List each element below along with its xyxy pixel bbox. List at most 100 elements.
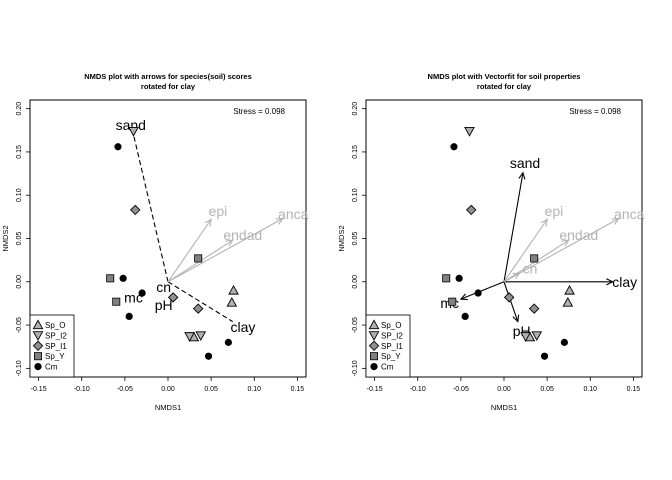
arrow-label-sand: sand — [116, 117, 146, 133]
legend-marker-sp_i2 — [32, 331, 44, 341]
x-axis: -0.15 -0.10 -0.05 0.00 0.05 0.10 0.15 — [367, 377, 640, 393]
y-tick-label: 0.10 — [352, 188, 359, 202]
point-label-cn: cn — [156, 279, 171, 295]
arrow-line — [132, 134, 169, 282]
data-point-sp_o — [228, 284, 239, 295]
data-point-sp_i2 — [464, 127, 475, 137]
y-axis-label: NMDS2 — [337, 225, 346, 251]
y-tick-label: -0.05 — [16, 317, 23, 333]
legend-marker-sp_y — [34, 352, 43, 361]
y-axis: -0.10 -0.05 0.00 0.05 0.10 0.15 0.20 — [16, 102, 30, 376]
data-point-cm — [474, 289, 482, 297]
legend-label: Sp_Y — [381, 352, 401, 361]
arrowhead-icon — [512, 314, 520, 323]
data-point-sp_y — [442, 274, 451, 283]
stress-annotation: Stress = 0.098 — [233, 107, 285, 116]
legend-marker-cm — [34, 362, 42, 371]
legend-marker-sp_y — [369, 352, 378, 361]
arrowhead-icon — [225, 239, 234, 247]
chart-title: NMDS plot with arrows for species(soil) … — [84, 72, 252, 81]
data-point-cm — [125, 312, 133, 321]
legend-label: Sp_O — [45, 321, 65, 330]
data-point-cm — [560, 338, 568, 346]
data-point-sp_i1 — [503, 292, 515, 303]
arrow-line — [460, 281, 505, 300]
x-tick-label: 0.00 — [497, 386, 511, 393]
data-point-sp_y — [194, 254, 203, 263]
data-point-sp_i2 — [520, 332, 531, 342]
y-tick-label: 0.05 — [352, 232, 359, 246]
legend-marker-sp_i1 — [32, 340, 44, 352]
arrow-line — [503, 172, 524, 282]
data-point-cm — [224, 338, 232, 346]
data-point-cm — [540, 352, 549, 360]
y-axis: -0.10 -0.05 0.00 0.05 0.10 0.15 0.20 — [352, 102, 366, 376]
x-tick-label: -0.05 — [117, 386, 133, 393]
data-point-cm — [138, 289, 146, 297]
arrowhead-icon — [275, 217, 284, 225]
legend-label: Cm — [381, 363, 394, 372]
y-tick-label: 0.00 — [352, 275, 359, 289]
data-point-sp_i2 — [531, 331, 543, 341]
y-tick-label: 0.20 — [16, 102, 23, 116]
arrowhead-icon — [611, 217, 620, 225]
legend-marker-sp_i1 — [368, 340, 380, 352]
arrowhead-icon — [540, 218, 548, 227]
y-tick-label: -0.05 — [352, 317, 359, 333]
y-tick-label: -0.10 — [352, 360, 359, 376]
points — [106, 127, 239, 360]
legend-marker-sp_o — [368, 319, 380, 330]
data-point-sp_o — [226, 297, 238, 307]
arrow-label-epi: epi — [545, 203, 564, 219]
data-point-cm — [461, 312, 469, 321]
y-tick-label: 0.15 — [16, 145, 23, 159]
arrow-line — [503, 219, 548, 283]
x-tick-label: -0.10 — [74, 386, 90, 393]
chart-title: NMDS plot with Vectorfit for soil proper… — [428, 72, 581, 81]
arrow-label-anca: anca — [614, 206, 645, 222]
legend-label: Sp_Y — [45, 352, 65, 361]
point-label-pH: pH — [155, 297, 173, 313]
legend-label: Cm — [45, 363, 58, 372]
chart-panel-1: NMDS plot with arrows for species(soil) … — [1, 72, 309, 412]
x-tick-label: 0.05 — [204, 386, 218, 393]
data-point-cm — [114, 143, 122, 151]
data-point-sp_y — [106, 274, 115, 283]
x-tick-label: 0.10 — [247, 386, 261, 393]
arrow-label-clay: clay — [230, 319, 255, 335]
data-point-sp_y — [530, 254, 539, 263]
y-tick-label: -0.10 — [16, 360, 23, 376]
arrow-label-epi: epi — [209, 203, 228, 219]
arrows: sandclaymcpHcnepiendadanca — [440, 155, 644, 339]
arrow-line — [167, 281, 233, 323]
arrow-label-anca: anca — [278, 206, 309, 222]
legend-label: SP_I2 — [381, 331, 403, 340]
arrow-line — [167, 218, 283, 283]
arrow-line — [503, 218, 619, 283]
x-tick-label: -0.10 — [410, 386, 426, 393]
y-tick-label: 0.00 — [16, 275, 23, 289]
legend-label: Sp_O — [381, 321, 401, 330]
chart-subtitle: rotated for clay — [141, 82, 196, 91]
data-point-sp_i2 — [195, 331, 207, 341]
arrowhead-icon — [561, 239, 570, 247]
arrowhead-icon — [606, 278, 614, 286]
x-tick-label: 0.00 — [161, 386, 175, 393]
data-point-cm — [455, 274, 463, 282]
data-point-sp_i1 — [129, 204, 141, 216]
legend-label: SP_I2 — [45, 331, 67, 340]
arrowhead-icon — [518, 171, 526, 180]
x-tick-label: 0.05 — [540, 386, 554, 393]
x-axis: -0.15 -0.10 -0.05 0.00 0.05 0.10 0.15 — [31, 377, 304, 393]
arrow-label-endad: endad — [223, 227, 262, 243]
legend-marker-cm — [370, 362, 378, 371]
data-point-cm — [450, 143, 458, 151]
x-tick-label: -0.15 — [31, 386, 47, 393]
arrow-line — [503, 281, 519, 322]
point-label-mc: mc — [124, 289, 143, 305]
data-point-cm — [119, 274, 127, 282]
y-tick-label: 0.05 — [16, 232, 23, 246]
y-tick-label: 0.20 — [352, 102, 359, 116]
